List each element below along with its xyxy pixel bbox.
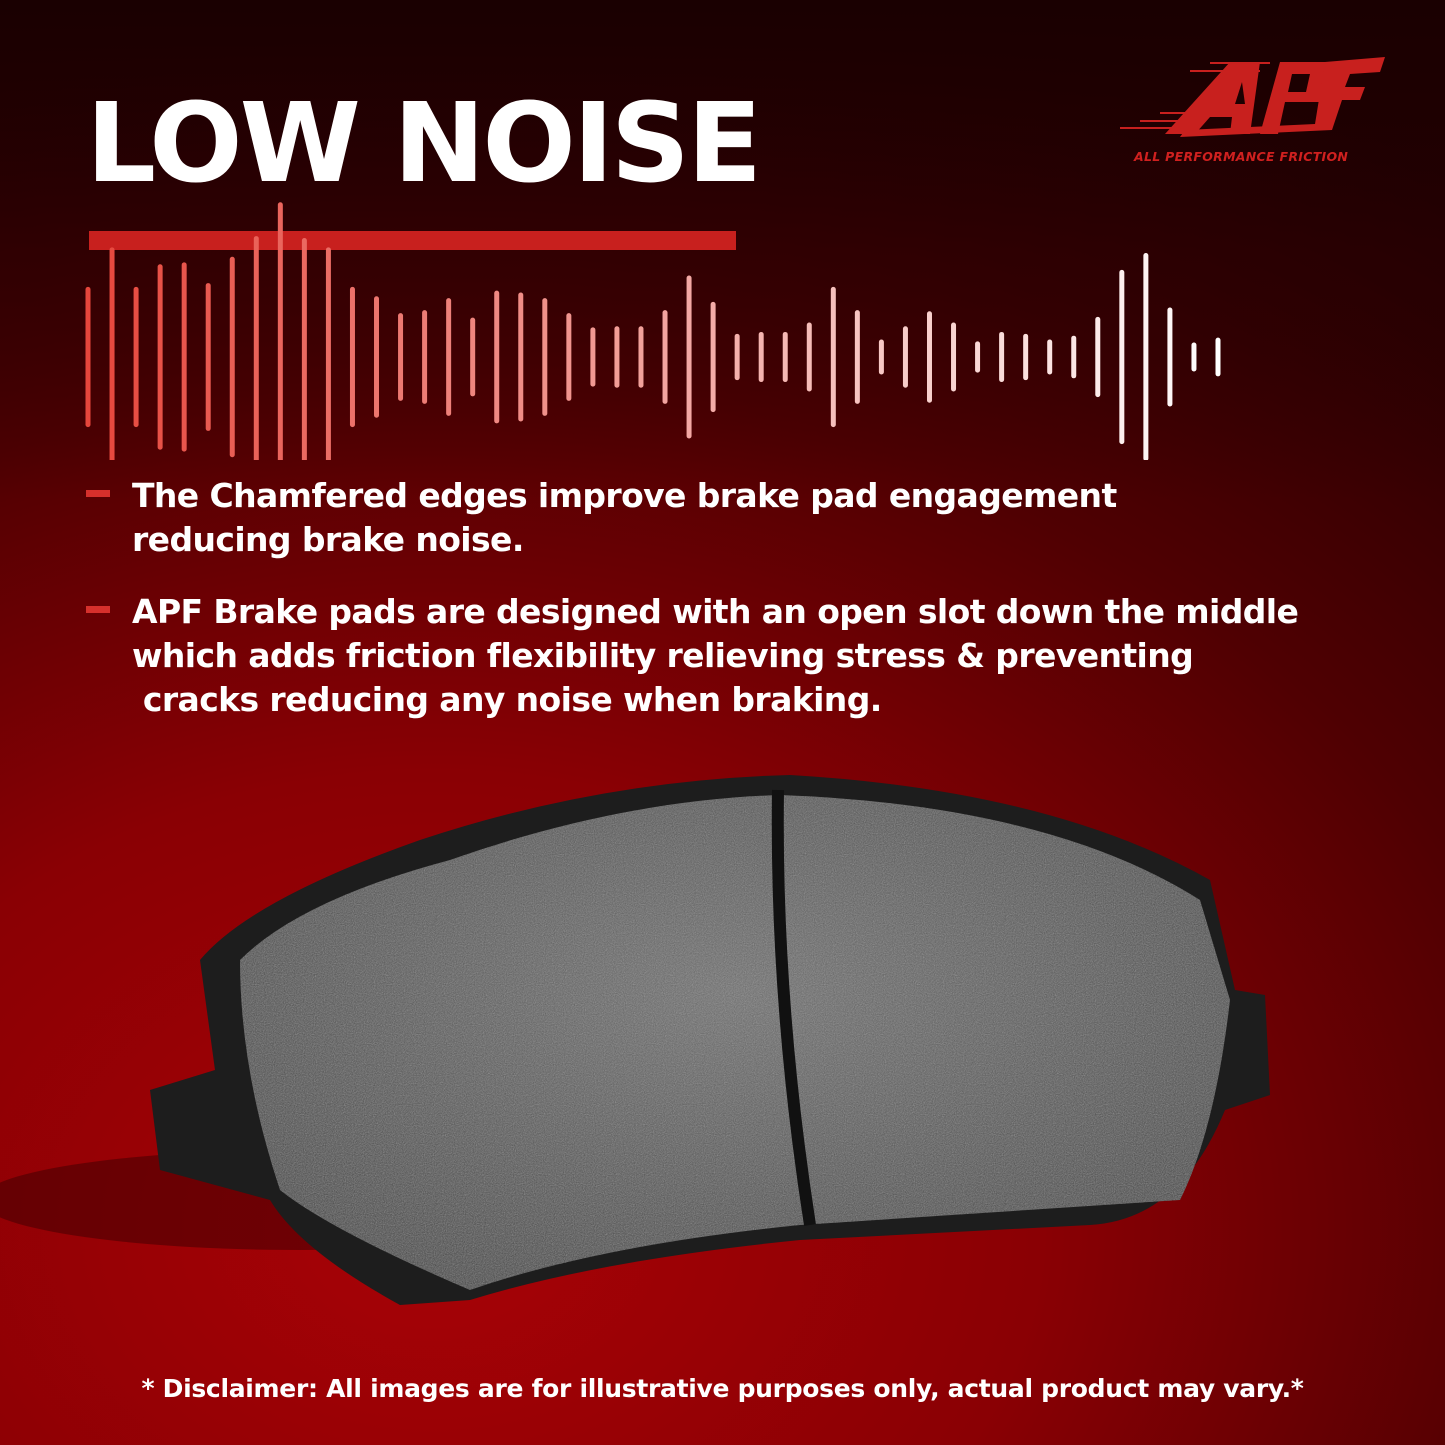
- bullet-item: APF Brake pads are designed with an open…: [86, 590, 1299, 722]
- bullet-text: The Chamfered edges improve brake pad en…: [132, 476, 1117, 559]
- page-title: LOW NOISE: [86, 79, 762, 207]
- title-underline: [89, 231, 736, 250]
- bullet-item: The Chamfered edges improve brake pad en…: [86, 474, 1117, 562]
- sound-wave-graphic: [85, 202, 1221, 460]
- center-slot: [771, 789, 816, 1226]
- bullet-dash-icon: [86, 606, 110, 613]
- brand-tagline: ALL PERFORMANCE FRICTION: [1134, 149, 1349, 164]
- bullet-dash-icon: [86, 490, 110, 497]
- background-shade: [0, 0, 1445, 500]
- bullet-text: APF Brake pads are designed with an open…: [132, 592, 1299, 719]
- apf-logo: [1120, 57, 1385, 137]
- disclaimer-text: * Disclaimer: All images are for illustr…: [141, 1374, 1304, 1403]
